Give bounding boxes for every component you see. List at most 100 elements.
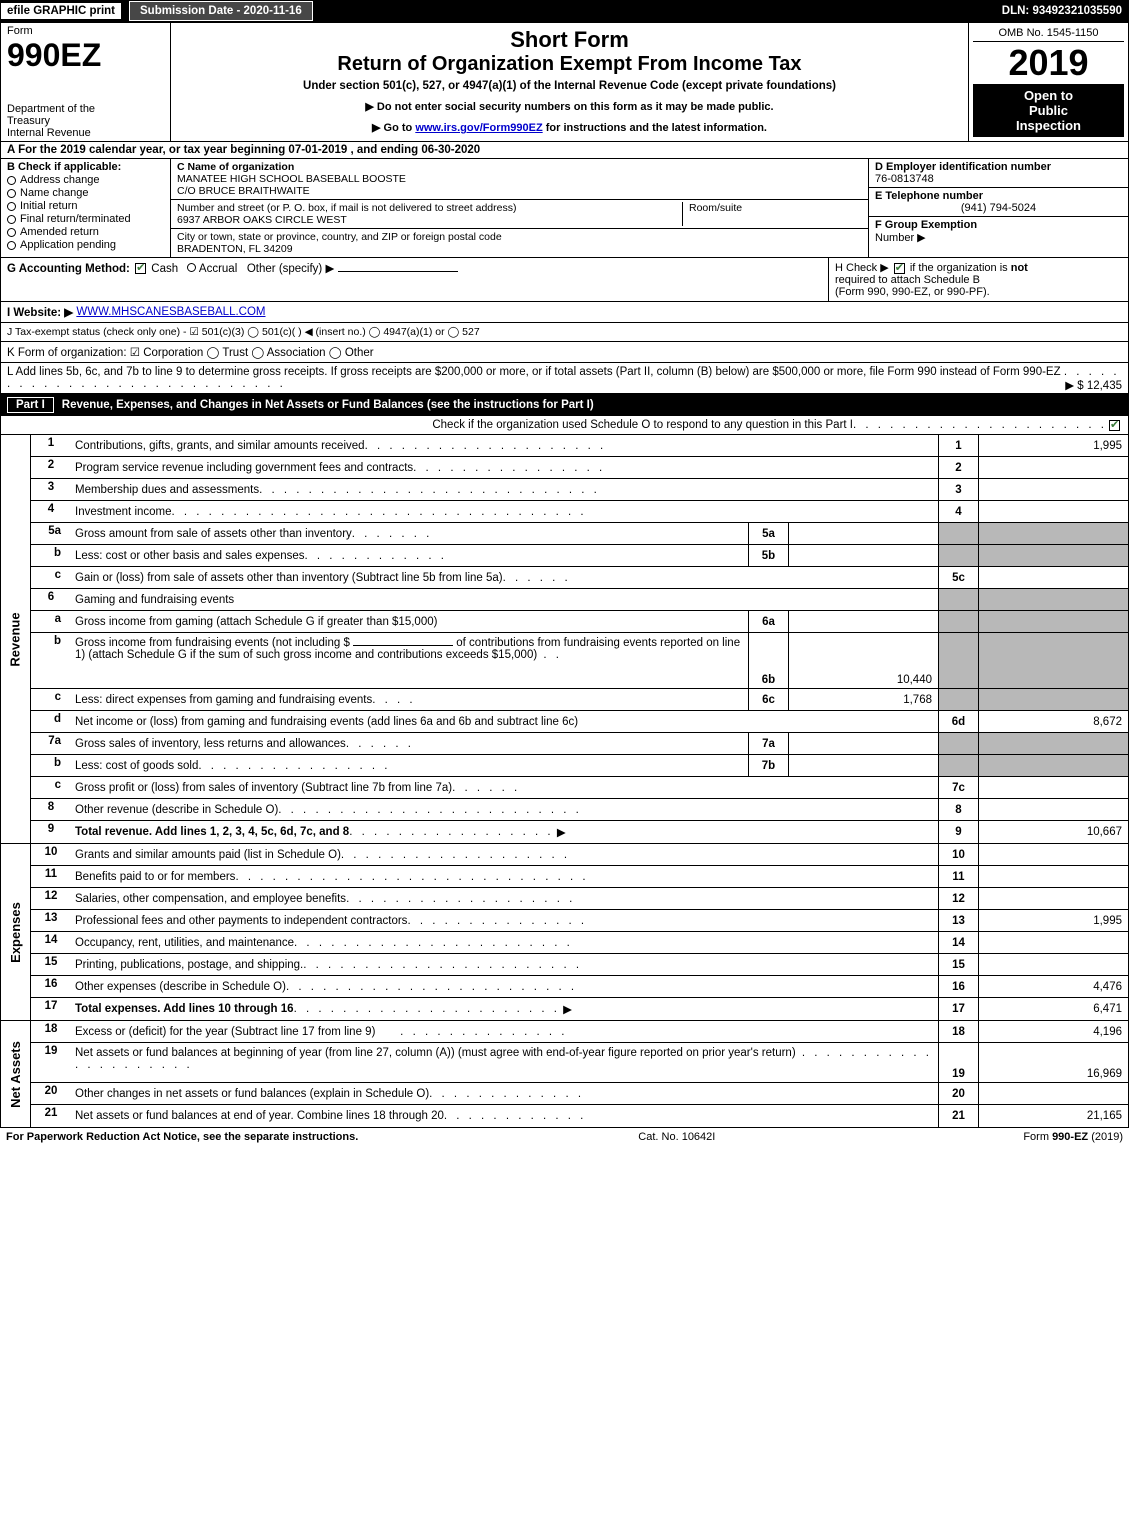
g-other-blank[interactable] bbox=[338, 271, 458, 272]
circle-icon[interactable] bbox=[187, 263, 196, 272]
period-row: A For the 2019 calendar year, or tax yea… bbox=[1, 142, 1128, 159]
l5c-amt bbox=[978, 567, 1128, 588]
l9-desc: Total revenue. Add lines 1, 2, 3, 4, 5c,… bbox=[75, 826, 349, 838]
f-row: F Group Exemption Number ▶ bbox=[869, 217, 1128, 246]
phone: (941) 794-5024 bbox=[875, 202, 1122, 214]
g-label: G Accounting Method: bbox=[7, 263, 130, 275]
side-net: Net Assets bbox=[1, 1021, 31, 1127]
expenses-body: 10Grants and similar amounts paid (list … bbox=[31, 844, 1128, 1020]
e-label: E Telephone number bbox=[875, 190, 1122, 202]
circle-icon bbox=[7, 176, 16, 185]
l15-amt bbox=[978, 954, 1128, 975]
l7b-subamt bbox=[788, 755, 938, 776]
circle-icon bbox=[7, 241, 16, 250]
l12-amt bbox=[978, 888, 1128, 909]
l1-desc: Contributions, gifts, grants, and simila… bbox=[75, 440, 365, 452]
i-label: I Website: ▶ bbox=[7, 305, 73, 319]
l15-desc: Printing, publications, postage, and shi… bbox=[75, 959, 303, 971]
chk-initial[interactable]: Initial return bbox=[7, 200, 164, 212]
submission-date: Submission Date - 2020-11-16 bbox=[129, 1, 313, 21]
header-mid: Short Form Return of Organization Exempt… bbox=[171, 23, 968, 141]
revenue-body: 1Contributions, gifts, grants, and simil… bbox=[31, 435, 1128, 843]
checkbox-cash[interactable] bbox=[135, 263, 146, 274]
l5b-sub: 5b bbox=[748, 545, 788, 566]
line-7c: cGross profit or (loss) from sales of in… bbox=[31, 777, 1128, 799]
line-13: 13Professional fees and other payments t… bbox=[31, 910, 1128, 932]
line-15: 15Printing, publications, postage, and s… bbox=[31, 954, 1128, 976]
l-amount: ▶ $ 12,435 bbox=[1065, 378, 1122, 392]
footer-left: For Paperwork Reduction Act Notice, see … bbox=[6, 1131, 358, 1143]
l9-amt: 10,667 bbox=[978, 821, 1128, 843]
title-note-2: ▶ Go to www.irs.gov/Form990EZ for instru… bbox=[179, 121, 960, 134]
website-link[interactable]: WWW.MHSCANESBASEBALL.COM bbox=[76, 306, 265, 318]
footer-r-post: (2019) bbox=[1088, 1131, 1123, 1143]
chk-amended[interactable]: Amended return bbox=[7, 226, 164, 238]
l4-amt bbox=[978, 501, 1128, 522]
footer-r-pre: Form bbox=[1023, 1131, 1052, 1143]
chk-final[interactable]: Final return/terminated bbox=[7, 213, 164, 225]
h-text3: required to attach Schedule B bbox=[835, 274, 980, 286]
footer: For Paperwork Reduction Act Notice, see … bbox=[0, 1128, 1129, 1146]
title-main: Return of Organization Exempt From Incom… bbox=[179, 53, 960, 76]
line-6d: dNet income or (loss) from gaming and fu… bbox=[31, 711, 1128, 733]
efile-label[interactable]: efile GRAPHIC print bbox=[1, 3, 121, 19]
line-18: 18Excess or (deficit) for the year (Subt… bbox=[31, 1021, 1128, 1043]
circle-icon bbox=[7, 228, 16, 237]
note2-post: for instructions and the latest informat… bbox=[543, 122, 767, 134]
l2-desc: Program service revenue including govern… bbox=[75, 462, 413, 474]
j-line: J Tax-exempt status (check only one) - ☑… bbox=[1, 323, 1128, 342]
line-2: 2Program service revenue including gover… bbox=[31, 457, 1128, 479]
chk-pending[interactable]: Application pending bbox=[7, 239, 164, 251]
line-8: 8Other revenue (describe in Schedule O) … bbox=[31, 799, 1128, 821]
l20-desc: Other changes in net assets or fund bala… bbox=[75, 1088, 429, 1100]
h-not: not bbox=[1011, 262, 1028, 274]
section-c: C Name of organization MANATEE HIGH SCHO… bbox=[171, 159, 868, 257]
l5a-desc: Gross amount from sale of assets other t… bbox=[75, 528, 352, 540]
top-bar: efile GRAPHIC print Submission Date - 20… bbox=[0, 0, 1129, 22]
l7a-sub: 7a bbox=[748, 733, 788, 754]
circle-icon bbox=[7, 215, 16, 224]
g-other: Other (specify) ▶ bbox=[247, 263, 334, 275]
form-label: Form bbox=[7, 25, 164, 37]
l6b-blank[interactable] bbox=[353, 645, 453, 646]
part-i-sub: Check if the organization used Schedule … bbox=[1, 416, 1128, 435]
side-net-label: Net Assets bbox=[8, 1041, 23, 1108]
h-text4: (Form 990, 990-EZ, or 990-PF). bbox=[835, 286, 990, 298]
irs-link[interactable]: www.irs.gov/Form990EZ bbox=[415, 122, 542, 134]
dln-number: DLN: 93492321035590 bbox=[1002, 5, 1122, 17]
line-16: 16Other expenses (describe in Schedule O… bbox=[31, 976, 1128, 998]
netassets-grid: Net Assets 18Excess or (deficit) for the… bbox=[1, 1021, 1128, 1127]
l-text: L Add lines 5b, 6c, and 7b to line 9 to … bbox=[7, 366, 1061, 378]
line-17: 17Total expenses. Add lines 10 through 1… bbox=[31, 998, 1128, 1020]
line-9: 9Total revenue. Add lines 1, 2, 3, 4, 5c… bbox=[31, 821, 1128, 843]
dept-line-3: Internal Revenue bbox=[7, 127, 164, 139]
chk-name[interactable]: Name change bbox=[7, 187, 164, 199]
l18-desc: Excess or (deficit) for the year (Subtra… bbox=[75, 1026, 375, 1038]
inspection-box: Open to Public Inspection bbox=[973, 84, 1124, 137]
l12-desc: Salaries, other compensation, and employ… bbox=[75, 893, 346, 905]
l19-desc: Net assets or fund balances at beginning… bbox=[75, 1047, 796, 1059]
line-6: 6Gaming and fundraising events bbox=[31, 589, 1128, 611]
side-revenue: Revenue bbox=[1, 435, 31, 843]
line-20: 20Other changes in net assets or fund ba… bbox=[31, 1083, 1128, 1105]
g-cash: Cash bbox=[151, 263, 178, 275]
l5c-desc: Gain or (loss) from sale of assets other… bbox=[75, 572, 503, 584]
header-row: Form 990EZ Department of the Treasury In… bbox=[1, 23, 1128, 142]
l7a-desc: Gross sales of inventory, less returns a… bbox=[75, 738, 346, 750]
l5a-subamt bbox=[788, 523, 938, 544]
gh-row: G Accounting Method: Cash Accrual Other … bbox=[1, 258, 1128, 302]
omb-number: OMB No. 1545-1150 bbox=[973, 27, 1124, 42]
info-row: B Check if applicable: Address change Na… bbox=[1, 159, 1128, 258]
checkbox-schedule-o[interactable] bbox=[1109, 420, 1120, 431]
h-text1: H Check ▶ bbox=[835, 262, 889, 274]
city: BRADENTON, FL 34209 bbox=[177, 243, 862, 255]
chk-address[interactable]: Address change bbox=[7, 174, 164, 186]
part-i-header: Part I Revenue, Expenses, and Changes in… bbox=[1, 394, 1128, 416]
side-exp-label: Expenses bbox=[8, 902, 23, 963]
g-accrual: Accrual bbox=[199, 263, 237, 275]
net-body: 18Excess or (deficit) for the year (Subt… bbox=[31, 1021, 1128, 1127]
l6a-sub: 6a bbox=[748, 611, 788, 632]
l7a-subamt bbox=[788, 733, 938, 754]
checkbox-h[interactable] bbox=[894, 263, 905, 274]
l7c-desc: Gross profit or (loss) from sales of inv… bbox=[75, 782, 452, 794]
